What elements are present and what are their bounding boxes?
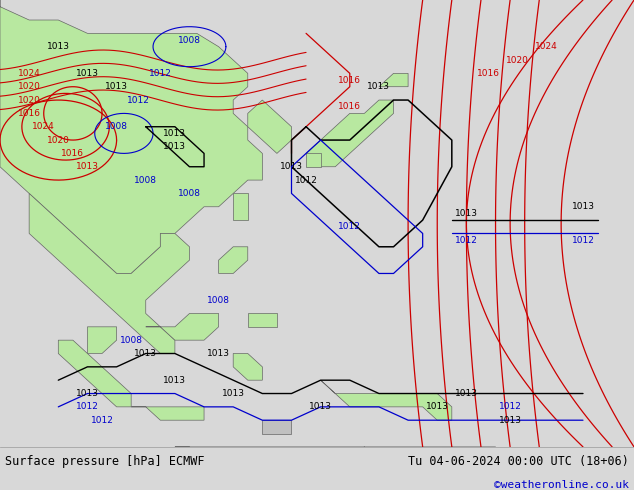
Text: 1016: 1016 bbox=[18, 109, 41, 118]
Text: 1024: 1024 bbox=[32, 122, 55, 131]
Text: 1013: 1013 bbox=[207, 349, 230, 358]
Polygon shape bbox=[58, 340, 131, 407]
Text: 1013: 1013 bbox=[164, 376, 186, 385]
Text: 1020: 1020 bbox=[47, 136, 70, 145]
Polygon shape bbox=[321, 380, 452, 420]
Text: 1016: 1016 bbox=[61, 149, 84, 158]
Polygon shape bbox=[0, 0, 262, 273]
Text: 1012: 1012 bbox=[339, 222, 361, 231]
Polygon shape bbox=[306, 153, 321, 167]
Text: 1012: 1012 bbox=[91, 416, 113, 425]
Text: 1012: 1012 bbox=[499, 402, 522, 412]
Text: Tu 04-06-2024 00:00 UTC (18+06): Tu 04-06-2024 00:00 UTC (18+06) bbox=[408, 456, 629, 468]
Text: 1013: 1013 bbox=[76, 69, 99, 78]
Text: 1013: 1013 bbox=[76, 162, 99, 171]
Text: 1013: 1013 bbox=[105, 82, 128, 91]
Polygon shape bbox=[379, 74, 408, 87]
Text: 1012: 1012 bbox=[149, 69, 172, 78]
Text: 1020: 1020 bbox=[18, 96, 41, 104]
Text: 1008: 1008 bbox=[105, 122, 128, 131]
Text: 1008: 1008 bbox=[207, 295, 230, 305]
Text: ©weatheronline.co.uk: ©weatheronline.co.uk bbox=[494, 480, 629, 490]
Text: 1020: 1020 bbox=[18, 82, 41, 91]
Text: 1008: 1008 bbox=[120, 336, 143, 344]
Polygon shape bbox=[233, 194, 248, 220]
Text: 1013: 1013 bbox=[47, 42, 70, 51]
Text: 1016: 1016 bbox=[477, 69, 500, 78]
Text: 1013: 1013 bbox=[498, 416, 522, 425]
Text: Surface pressure [hPa] ECMWF: Surface pressure [hPa] ECMWF bbox=[5, 456, 205, 468]
Polygon shape bbox=[146, 314, 219, 340]
Text: 1013: 1013 bbox=[426, 402, 449, 412]
Text: 1016: 1016 bbox=[339, 102, 361, 111]
Text: 1008: 1008 bbox=[134, 175, 157, 185]
Polygon shape bbox=[175, 447, 496, 460]
Text: 1013: 1013 bbox=[76, 389, 99, 398]
Polygon shape bbox=[219, 247, 248, 273]
Text: 1020: 1020 bbox=[506, 55, 529, 65]
Text: 1013: 1013 bbox=[280, 162, 303, 171]
Polygon shape bbox=[233, 353, 262, 380]
Text: 1013: 1013 bbox=[222, 389, 245, 398]
Text: 1013: 1013 bbox=[571, 202, 595, 211]
Text: 1013: 1013 bbox=[455, 209, 478, 218]
Text: 1008: 1008 bbox=[178, 35, 201, 45]
Polygon shape bbox=[262, 420, 292, 434]
Text: 1012: 1012 bbox=[295, 175, 318, 185]
Text: 1012: 1012 bbox=[455, 236, 478, 245]
Text: 1016: 1016 bbox=[339, 75, 361, 85]
Text: 1008: 1008 bbox=[178, 189, 201, 198]
Text: 1013: 1013 bbox=[309, 402, 332, 412]
Text: 1012: 1012 bbox=[572, 236, 595, 245]
Polygon shape bbox=[29, 194, 190, 353]
Polygon shape bbox=[306, 100, 394, 167]
Text: 1013: 1013 bbox=[455, 389, 478, 398]
Text: 1013: 1013 bbox=[134, 349, 157, 358]
Text: 1013: 1013 bbox=[164, 142, 186, 151]
Polygon shape bbox=[248, 100, 292, 153]
Text: 1024: 1024 bbox=[535, 42, 558, 51]
Text: 1012: 1012 bbox=[127, 96, 150, 104]
Polygon shape bbox=[248, 314, 277, 327]
Polygon shape bbox=[87, 327, 117, 353]
Text: 1012: 1012 bbox=[76, 402, 99, 412]
Text: 1024: 1024 bbox=[18, 69, 41, 78]
Text: 1013: 1013 bbox=[368, 82, 391, 91]
Text: 1013: 1013 bbox=[164, 129, 186, 138]
Polygon shape bbox=[131, 407, 204, 420]
